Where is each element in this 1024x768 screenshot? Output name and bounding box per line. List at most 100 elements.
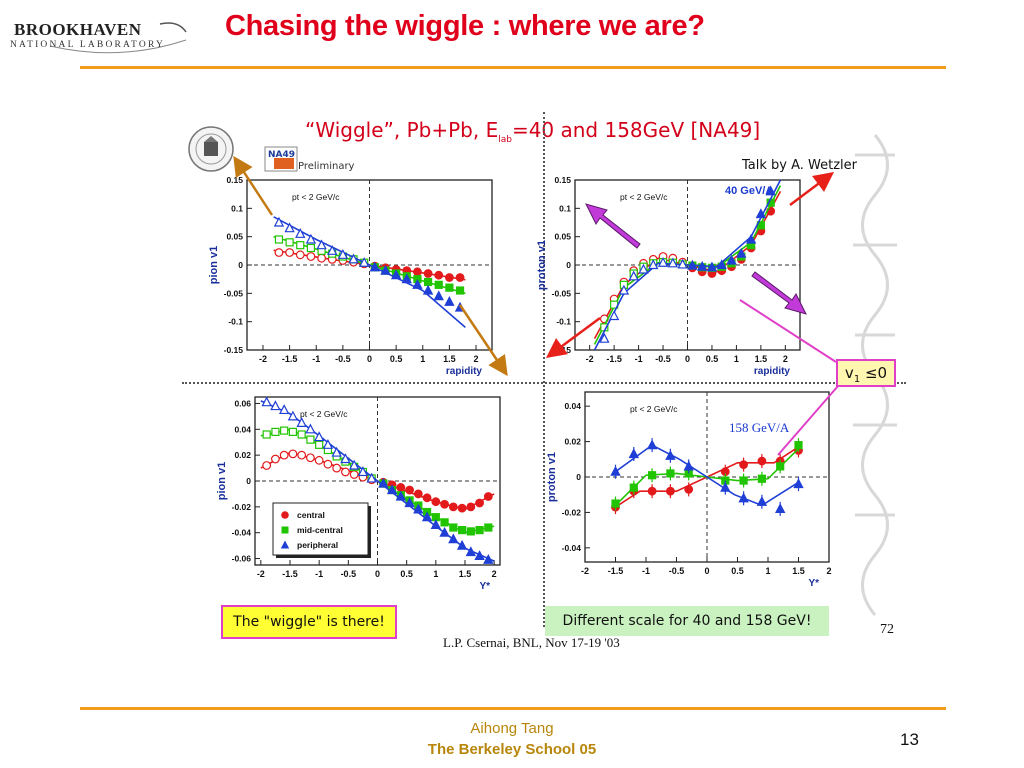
legend-marker xyxy=(281,511,289,519)
y-tick-label: 0 xyxy=(246,476,251,486)
data-point xyxy=(430,519,442,530)
x-tick-label: -2 xyxy=(581,566,589,576)
data-point xyxy=(706,261,718,272)
source-page-number: 72 xyxy=(880,622,894,637)
data-point xyxy=(401,273,412,284)
proton-v1-40gev-plot: -2 -1.5 -1 -0.5 0 0.5 1 1.5 2 -0.15 -0.1 -0.05 0 0.05… xyxy=(536,175,801,377)
data-point xyxy=(288,449,298,459)
y-tick-label: 0 xyxy=(566,260,571,270)
y-tick-label: -0.15 xyxy=(224,345,244,355)
y-tick-label: 0.15 xyxy=(226,175,243,185)
y-axis-label: proton v1 xyxy=(536,240,548,290)
data-point xyxy=(287,410,299,421)
data-point xyxy=(404,497,415,508)
y-tick-label: 0.02 xyxy=(234,450,251,460)
data-point xyxy=(677,258,688,269)
y-tick-label: -0.06 xyxy=(232,554,252,564)
data-point xyxy=(271,427,280,436)
data-point xyxy=(386,484,398,495)
data-point xyxy=(423,269,433,278)
pt-cut-annotation: pt < 2 GeV/c xyxy=(292,192,340,202)
na49-logo-text: NA49 xyxy=(268,150,295,160)
proton-v1-158gev-plot: -2 -1.5 -1 -0.5 0 0.5 1 1.5 2 -0.04 -0.02 0 0.02 0.04… xyxy=(546,391,832,589)
data-point xyxy=(274,248,284,257)
x-tick-label: 0.5 xyxy=(390,354,403,364)
data-point xyxy=(422,493,432,503)
data-point xyxy=(280,426,289,435)
data-point xyxy=(349,470,359,479)
data-point xyxy=(341,467,350,477)
data-point xyxy=(465,546,477,557)
top-rule xyxy=(80,66,946,69)
y-tick-label: -0.05 xyxy=(224,288,244,298)
data-point xyxy=(726,254,737,265)
y-tick-label: 0.04 xyxy=(564,401,581,411)
wiggle-note-box: The "wiggle" is there! xyxy=(221,605,397,639)
legend-marker xyxy=(280,540,290,549)
x-tick-label: 1 xyxy=(765,566,770,576)
figure-title-main: “Wiggle”, Pb+Pb, E xyxy=(305,118,499,142)
data-point xyxy=(323,459,333,469)
data-point xyxy=(455,273,465,282)
pion-v1-40gev-plot: -2 -1.5 -1 -0.5 0 0.5 1 1.5 2 -0.15 -0.1 -0.05 0 0.05… xyxy=(208,175,493,377)
y-tick-label: -0.1 xyxy=(556,317,571,327)
x-tick-label: 2 xyxy=(783,354,788,364)
figure-title: “Wiggle”, Pb+Pb, Elab=40 and 158GeV [NA4… xyxy=(305,118,760,145)
x-tick-label: -1.5 xyxy=(606,354,622,364)
data-point xyxy=(331,446,342,457)
v1-symbol: v xyxy=(844,364,854,382)
x-axis-label: rapidity xyxy=(446,366,483,377)
data-point xyxy=(657,256,669,267)
figure-title-end: =40 and 158GeV [NA49] xyxy=(511,118,761,142)
data-point xyxy=(317,253,326,263)
x-tick-label: -0.5 xyxy=(341,569,357,579)
figure-credit: L.P. Csernai, BNL, Nov 17-19 '03 xyxy=(443,635,620,650)
x-tick-label: -1.5 xyxy=(282,354,298,364)
data-point xyxy=(378,477,389,488)
data-point xyxy=(638,263,649,274)
x-tick-label: 0 xyxy=(685,354,690,364)
data-point xyxy=(314,455,324,465)
footer-school: The Berkeley School 05 xyxy=(427,741,597,758)
energy-label: 40 GeV/A xyxy=(725,185,773,197)
data-point xyxy=(332,463,342,473)
data-point xyxy=(466,527,475,536)
pt-cut-annotation: pt < 2 GeV/c xyxy=(630,404,678,414)
data-point xyxy=(423,277,433,287)
x-tick-label: 1 xyxy=(420,354,425,364)
data-point xyxy=(358,256,370,267)
x-tick-label: 1 xyxy=(433,569,438,579)
data-point xyxy=(348,459,360,470)
data-point xyxy=(412,279,423,289)
data-point xyxy=(305,423,316,434)
data-point xyxy=(431,497,441,507)
data-point xyxy=(322,439,334,449)
data-point xyxy=(278,404,290,415)
x-tick-label: -1 xyxy=(315,569,323,579)
x-tick-label: 0.5 xyxy=(400,569,413,579)
talk-credit: Talk by A. Wetzler xyxy=(742,158,858,173)
data-point xyxy=(380,264,391,275)
legend-label: central xyxy=(297,510,325,520)
x-tick-label: -2 xyxy=(259,354,267,364)
data-point xyxy=(306,435,315,444)
data-point xyxy=(390,269,402,280)
y-axis-label: pion v1 xyxy=(208,246,220,285)
x-tick-label: -1.5 xyxy=(282,569,298,579)
data-point xyxy=(765,185,776,196)
pt-cut-annotation: pt < 2 GeV/c xyxy=(620,192,668,202)
na49-logo-icon: NA49 xyxy=(264,146,298,172)
data-point xyxy=(608,310,620,321)
data-point xyxy=(306,252,316,261)
data-point xyxy=(396,483,406,492)
preliminary-label: Preliminary xyxy=(298,161,355,172)
data-point xyxy=(687,259,698,270)
data-point xyxy=(405,485,414,495)
x-tick-label: 2 xyxy=(474,354,479,364)
data-point xyxy=(296,417,307,427)
data-point xyxy=(449,523,458,532)
v1-condition: ≤0 xyxy=(860,364,888,382)
y-axis-label: proton v1 xyxy=(546,452,558,502)
x-tick-label: -1 xyxy=(635,354,643,364)
data-point xyxy=(433,290,444,301)
